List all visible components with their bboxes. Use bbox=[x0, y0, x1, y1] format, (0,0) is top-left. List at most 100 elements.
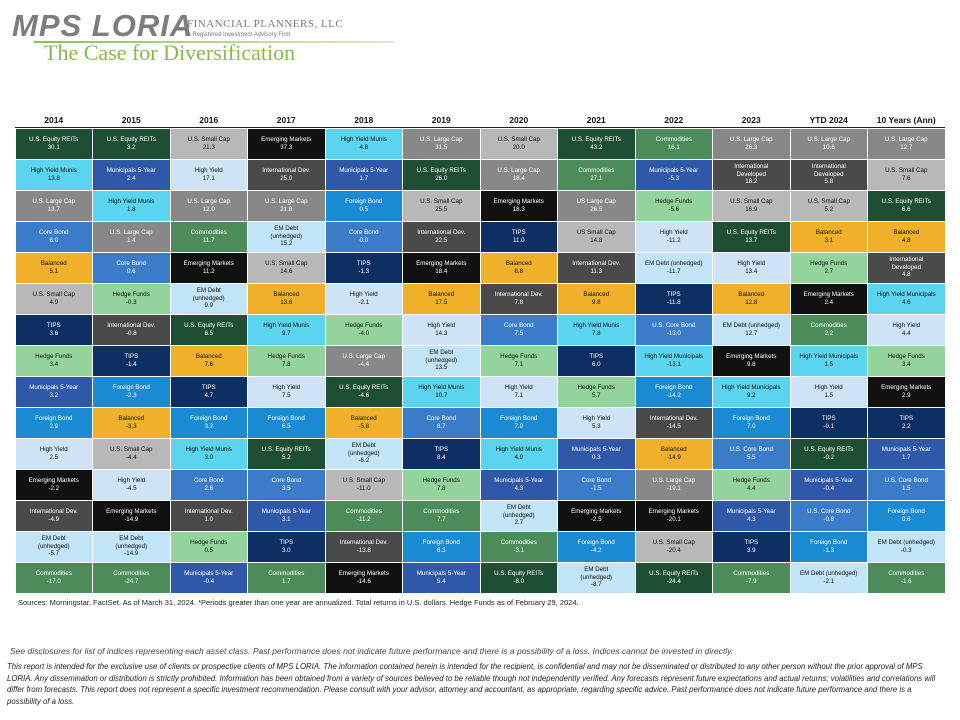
asset-class-name: Foreign Bond bbox=[422, 539, 460, 547]
asset-class-cell: EM Debt (unhedged) 12.7 bbox=[713, 314, 790, 345]
return-value: -11.8 bbox=[666, 298, 681, 306]
asset-class-cell: U.S. Equity REITs 8.5 bbox=[170, 314, 247, 345]
return-value: 2.2 bbox=[901, 422, 911, 430]
asset-class-name: U.S. Large Cap bbox=[729, 136, 773, 144]
asset-class-cell: International Developed 5.8 bbox=[790, 159, 867, 190]
return-value: 7.8 bbox=[591, 329, 601, 337]
asset-class-name: Emerging Markets bbox=[338, 570, 389, 578]
asset-class-name: International Dev. bbox=[572, 260, 621, 268]
asset-class-cell: TIPS -0.1 bbox=[790, 407, 867, 438]
asset-class-name: TIPS bbox=[511, 229, 526, 237]
asset-class-cell: High Yield -4.5 bbox=[93, 469, 170, 500]
column-header: 2014 bbox=[44, 115, 64, 125]
return-value: 9.7 bbox=[281, 329, 291, 337]
asset-class-cell: International Dev. -14.5 bbox=[635, 407, 712, 438]
asset-class-cell: High Yield Munis 4.8 bbox=[325, 128, 402, 159]
asset-class-name: Balanced bbox=[738, 291, 765, 299]
asset-class-cell: TIPS 3.6 bbox=[15, 314, 92, 345]
asset-class-name: Municipals 5-Year bbox=[29, 384, 79, 392]
asset-class-name: Foreign Bond bbox=[35, 415, 73, 423]
asset-class-name: EM Debt (unhedged) bbox=[270, 225, 303, 240]
asset-class-cell: Balanced -3.3 bbox=[93, 407, 170, 438]
asset-class-cell: Emerging Markets 11.2 bbox=[170, 252, 247, 283]
return-value: 4.9 bbox=[49, 298, 59, 306]
asset-class-cell: TIPS 3.9 bbox=[713, 531, 790, 562]
asset-class-cell: Balanced -5.8 bbox=[325, 407, 402, 438]
asset-class-name: TIPS bbox=[46, 322, 61, 330]
asset-class-cell: TIPS 2.2 bbox=[868, 407, 945, 438]
return-value: -11.7 bbox=[666, 267, 681, 275]
column-header: 2021 bbox=[586, 115, 606, 125]
return-value: 2.2 bbox=[824, 329, 834, 337]
return-value: 13.7 bbox=[47, 205, 60, 213]
asset-class-cell: Emerging Markets -2.5 bbox=[558, 500, 635, 531]
asset-class-name: Commodities bbox=[655, 136, 692, 144]
return-value: -1.3 bbox=[358, 267, 370, 275]
return-value: 14.6 bbox=[280, 267, 293, 275]
asset-class-cell: EM Debt (unhedged) -6.2 bbox=[325, 438, 402, 469]
return-value: 11.0 bbox=[512, 236, 525, 244]
asset-class-cell: Emerging Markets -14.9 bbox=[93, 500, 170, 531]
quilt-row: EM Debt (unhedged) -5.7 EM Debt (unhedged)… bbox=[15, 531, 945, 562]
asset-class-name: US Large Cap bbox=[576, 198, 616, 206]
asset-class-name: Municipals 5-Year bbox=[726, 508, 776, 516]
asset-class-cell: U.S. Equity REITs -0.2 bbox=[790, 438, 867, 469]
asset-class-cell: High Yield Municipals 9.2 bbox=[713, 376, 790, 407]
asset-class-cell: High Yield Munis 13.8 bbox=[15, 159, 92, 190]
logo-subtitle: A Registered Investment Advisory Firm bbox=[187, 32, 291, 38]
return-value: 2.4 bbox=[126, 174, 136, 182]
asset-class-name: U.S. Small Cap bbox=[265, 260, 308, 268]
asset-class-name: U.S. Large Cap bbox=[32, 198, 76, 206]
asset-class-cell: U.S. Large Cap 12.0 bbox=[170, 190, 247, 221]
quilt-row: U.S. Equity REITs 30.1 U.S. Equity REITs 3.… bbox=[15, 128, 945, 159]
return-value: -14.5 bbox=[666, 422, 681, 430]
return-value: 1.0 bbox=[204, 515, 214, 523]
return-value: 3.5 bbox=[281, 484, 291, 492]
asset-class-name: Foreign Bond bbox=[732, 415, 770, 423]
return-value: 3.0 bbox=[281, 546, 291, 554]
asset-class-name: U.S. Large Cap bbox=[807, 136, 851, 144]
asset-class-cell: High Yield Municipals -13.1 bbox=[635, 345, 712, 376]
asset-class-cell: International Dev. 11.3 bbox=[558, 252, 635, 283]
quilt-row: U.S. Small Cap 4.9 Hedge Funds -0.3 EM Debt … bbox=[15, 283, 945, 314]
return-value: 3.4 bbox=[49, 360, 59, 368]
asset-class-name: Municipals 5-Year bbox=[106, 167, 156, 175]
asset-class-cell: International Developed 4.8 bbox=[868, 252, 945, 283]
asset-class-cell: Balanced 8.8 bbox=[480, 252, 557, 283]
return-value: 3.6 bbox=[49, 329, 59, 337]
asset-class-cell: U.S. Small Cap 7.6 bbox=[868, 159, 945, 190]
asset-class-name: Municipals 5-Year bbox=[339, 167, 389, 175]
asset-class-cell: U.S. Equity REITs 6.6 bbox=[868, 190, 945, 221]
asset-class-cell: Emerging Markets 18.4 bbox=[403, 252, 480, 283]
return-value: 9.2 bbox=[746, 391, 756, 399]
asset-class-cell: Core Bond -1.5 bbox=[558, 469, 635, 500]
asset-class-name: Balanced bbox=[583, 291, 610, 299]
asset-class-name: U.S. Equity REITs bbox=[29, 136, 79, 144]
return-value: 4.4 bbox=[746, 484, 756, 492]
asset-class-name: Hedge Funds bbox=[577, 384, 615, 392]
asset-class-name: Balanced bbox=[428, 291, 455, 299]
asset-class-name: High Yield Munis bbox=[573, 322, 620, 330]
asset-class-cell: TIPS 6.0 bbox=[558, 345, 635, 376]
return-value: -7.9 bbox=[745, 577, 757, 585]
asset-class-cell: EM Debt (unhedged) -0.3 bbox=[868, 531, 945, 562]
return-value: 11.2 bbox=[202, 267, 215, 275]
return-value: 7.0 bbox=[746, 422, 756, 430]
return-value: -2.3 bbox=[125, 391, 137, 399]
asset-class-name: U.S. Equity REITs bbox=[339, 384, 389, 392]
return-value: 12.0 bbox=[202, 205, 215, 213]
asset-class-name: Emerging Markets bbox=[648, 508, 699, 516]
return-value: -6.2 bbox=[358, 457, 370, 465]
asset-class-cell: U.S. Small Cap -4.4 bbox=[93, 438, 170, 469]
quilt-row: Core Bond 6.0 U.S. Large Cap 1.4 Commodities… bbox=[15, 221, 945, 252]
page-title: The Case for Diversification bbox=[44, 40, 296, 65]
asset-class-cell: Hedge Funds -5.6 bbox=[635, 190, 712, 221]
asset-class-name: Emerging Markets bbox=[571, 508, 622, 516]
return-value: 13.4 bbox=[745, 267, 758, 275]
column-header: 2017 bbox=[276, 115, 296, 125]
return-value: 3.9 bbox=[746, 546, 756, 554]
return-value: 1.8 bbox=[126, 205, 136, 213]
return-value: 0.0 bbox=[359, 236, 369, 244]
asset-class-cell: Balanced -14.9 bbox=[635, 438, 712, 469]
asset-class-name: Core Bond bbox=[271, 477, 302, 485]
